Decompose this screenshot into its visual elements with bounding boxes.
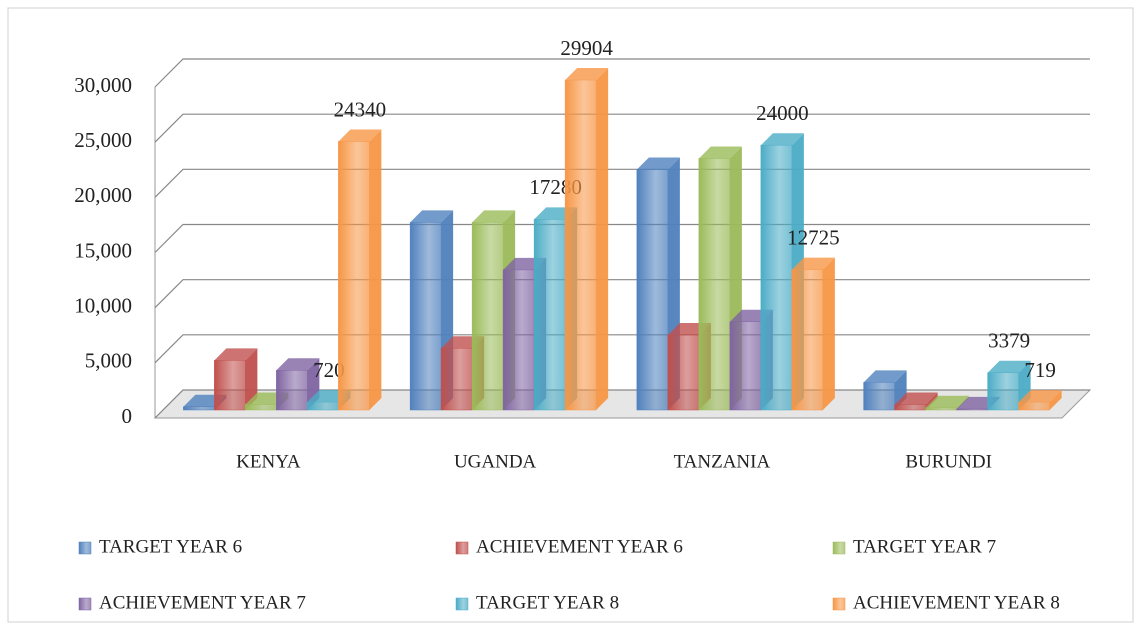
bar-front xyxy=(307,401,339,411)
y-tick-label: 10,000 xyxy=(74,293,132,317)
legend-label: ACHIEVEMENT YEAR 8 xyxy=(853,592,1060,613)
bar-front xyxy=(276,370,308,411)
bar xyxy=(760,133,804,411)
bar-side xyxy=(1049,390,1062,410)
bar xyxy=(791,257,835,411)
bar-top xyxy=(338,129,382,142)
bar-front xyxy=(987,372,1019,411)
grid-line xyxy=(154,113,1090,143)
bar-top xyxy=(987,360,1031,373)
data-label: 719 xyxy=(1024,358,1056,382)
bar xyxy=(338,129,382,411)
x-tick-label: BURUNDI xyxy=(905,451,992,472)
bar-front xyxy=(863,382,895,411)
bar-top xyxy=(760,133,804,146)
y-tick-label: 15,000 xyxy=(74,238,132,262)
legend: TARGET YEAR 6 ACHIEVEMENT YEAR 6 TARGET YE… xyxy=(78,536,1060,613)
x-tick-label: TANZANIA xyxy=(674,451,771,472)
legend-swatch xyxy=(832,541,846,555)
legend-swatch xyxy=(455,597,469,611)
y-tick-label: 20,000 xyxy=(74,183,132,207)
legend-label: TARGET YEAR 6 xyxy=(99,536,242,557)
plot: 0 5,000 10,000 15,000 20,000 25,000 30,000 KENY… xyxy=(74,36,1092,613)
y-tick-label: 0 xyxy=(122,404,133,428)
bar xyxy=(863,370,907,411)
bar-front xyxy=(894,404,926,411)
bar-side xyxy=(822,257,835,410)
legend-swatch xyxy=(455,541,469,555)
bar-front xyxy=(956,408,988,411)
bar-front xyxy=(214,360,246,411)
bar xyxy=(564,68,609,411)
bar-front xyxy=(698,158,731,411)
x-tick-label: UGANDA xyxy=(454,451,537,472)
bar-front xyxy=(925,407,957,411)
bar-top xyxy=(214,348,258,361)
legend-swatch xyxy=(78,597,92,611)
legend-label: ACHIEVEMENT YEAR 7 xyxy=(99,592,306,613)
bar xyxy=(214,348,258,411)
legend-label: TARGET YEAR 7 xyxy=(853,536,996,557)
bar-top xyxy=(863,370,907,383)
bar xyxy=(1018,390,1062,411)
bar-front xyxy=(564,79,597,411)
bar-front xyxy=(636,169,669,411)
bar-front xyxy=(1018,401,1050,411)
bar-front xyxy=(791,269,824,411)
bar-top xyxy=(276,358,320,371)
y-tick-label: 25,000 xyxy=(74,128,132,152)
bar-front xyxy=(183,406,215,411)
legend-label: TARGET YEAR 8 xyxy=(476,592,619,613)
x-tick-label: KENYA xyxy=(236,451,301,472)
bar-front xyxy=(667,334,700,411)
legend-swatch xyxy=(832,597,846,611)
legend-swatch xyxy=(78,541,92,555)
bar-front xyxy=(245,404,277,411)
bar-front xyxy=(760,144,793,411)
bar-top xyxy=(1018,390,1062,403)
bar-top xyxy=(410,210,454,223)
bar-top xyxy=(791,257,835,270)
bar xyxy=(409,210,454,411)
bar-front xyxy=(533,219,566,411)
data-label: 24000 xyxy=(756,101,809,125)
bar-side xyxy=(369,129,382,410)
bar-front xyxy=(729,321,762,411)
data-label: 12725 xyxy=(787,225,840,249)
y-tick-label: 5,000 xyxy=(85,349,132,373)
bar-front xyxy=(409,222,442,411)
legend-label: ACHIEVEMENT YEAR 6 xyxy=(476,536,683,557)
bar-top xyxy=(894,392,938,405)
data-label: 3379 xyxy=(988,329,1030,353)
bar-front xyxy=(338,141,370,411)
grid-line xyxy=(154,58,1090,88)
bar-side xyxy=(596,68,609,410)
data-label: 29904 xyxy=(560,36,613,60)
bar-top xyxy=(636,157,680,170)
bar-front xyxy=(502,269,535,411)
bar-front xyxy=(440,347,473,411)
bar-top xyxy=(925,395,969,408)
bar-top xyxy=(472,210,516,223)
data-label: 24340 xyxy=(334,97,387,121)
bar-side xyxy=(245,348,258,410)
bar-top xyxy=(565,68,609,81)
bar-top xyxy=(698,146,742,159)
bar-front xyxy=(471,222,504,411)
y-tick-label: 30,000 xyxy=(74,73,132,97)
